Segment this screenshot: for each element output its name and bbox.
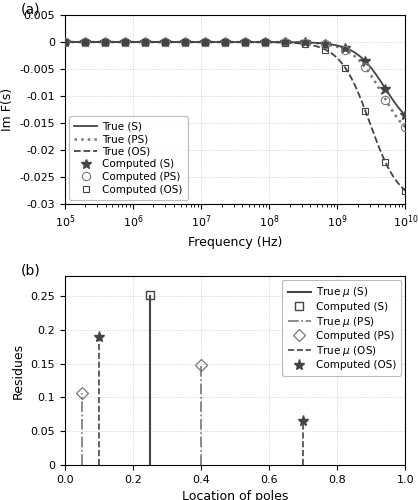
- Computed (OS): [363, 108, 368, 114]
- True (PS): [328, 42, 333, 48]
- Computed (OS): [303, 41, 308, 47]
- Computed (OS): [383, 159, 388, 165]
- Computed (S): [343, 45, 348, 51]
- True (S): [328, 42, 333, 48]
- Computed (PS): [403, 124, 408, 130]
- True (S): [334, 42, 339, 48]
- Computed (PS): [163, 39, 168, 45]
- Computed (PS): [363, 64, 368, 70]
- Computed (PS): [283, 39, 288, 45]
- Legend: True (S), True (PS), True (OS), Computed (S), Computed (PS), Computed (OS): True (S), True (PS), True (OS), Computed…: [69, 116, 188, 200]
- Computed (S): [143, 39, 148, 45]
- True (PS): [212, 39, 217, 45]
- Computed (S): [403, 112, 408, 118]
- Computed (OS): [323, 46, 328, 52]
- True (S): [97, 39, 102, 45]
- Computed (PS): [82, 39, 87, 45]
- True (PS): [296, 40, 301, 46]
- True $\mu$ (OS): [96, 462, 101, 468]
- Computed (S): [283, 39, 288, 45]
- Computed (OS): [82, 39, 87, 45]
- Computed (PS): [203, 39, 208, 45]
- Computed (OS): [183, 39, 188, 45]
- Computed (S): [242, 39, 247, 45]
- Computed (OS): [242, 39, 247, 45]
- X-axis label: Location of poles: Location of poles: [182, 490, 288, 500]
- Computed (S): [323, 40, 328, 46]
- Computed (PS): [303, 40, 308, 46]
- Computed (OS): [122, 39, 127, 45]
- Computed (PS): [263, 39, 268, 45]
- True $\mu$ (PS): [79, 390, 84, 396]
- Computed (OS): [203, 39, 208, 45]
- True (S): [62, 39, 67, 45]
- True (S): [296, 40, 301, 46]
- Computed (OS): [403, 188, 408, 194]
- True (OS): [62, 39, 67, 45]
- Computed (S): [163, 39, 168, 45]
- True (PS): [200, 39, 205, 45]
- True (OS): [200, 39, 205, 45]
- X-axis label: Frequency (Hz): Frequency (Hz): [188, 236, 282, 249]
- Computed (PS): [223, 39, 228, 45]
- True (PS): [403, 124, 408, 130]
- Computed (S): [203, 39, 208, 45]
- Computed (OS): [343, 65, 348, 71]
- Computed (PS): [122, 39, 127, 45]
- Computed (OS): [102, 39, 107, 45]
- Line: True (PS): True (PS): [65, 42, 405, 127]
- True $\mu$ (OS): [96, 334, 101, 340]
- Text: (a): (a): [20, 2, 40, 16]
- True (OS): [97, 39, 102, 45]
- True (OS): [212, 39, 217, 45]
- True (S): [200, 39, 205, 45]
- Line: True (S): True (S): [65, 42, 405, 116]
- Computed (S): [383, 86, 388, 91]
- Computed (S): [122, 39, 127, 45]
- Computed (PS): [343, 47, 348, 53]
- Computed (S): [303, 40, 308, 46]
- Computed (OS): [143, 39, 148, 45]
- True (S): [403, 112, 408, 118]
- Computed (S): [183, 39, 188, 45]
- Line: Computed (PS): Computed (PS): [61, 38, 410, 132]
- Legend: True $\mu$ (S), Computed (S), True $\mu$ (PS), Computed (PS), True $\mu$ (OS), C: True $\mu$ (S), Computed (S), True $\mu$…: [283, 280, 401, 376]
- Y-axis label: Im F(s): Im F(s): [1, 88, 14, 131]
- True (PS): [97, 39, 102, 45]
- Computed (OS): [283, 40, 288, 46]
- Computed (PS): [102, 39, 107, 45]
- Computed (OS): [62, 39, 67, 45]
- Computed (PS): [242, 39, 247, 45]
- Text: (b): (b): [20, 263, 40, 277]
- Computed (S): [263, 39, 268, 45]
- Computed (PS): [143, 39, 148, 45]
- True (S): [212, 39, 217, 45]
- Computed (S): [82, 39, 87, 45]
- Computed (S): [102, 39, 107, 45]
- Computed (PS): [62, 39, 67, 45]
- Line: True (OS): True (OS): [65, 42, 405, 190]
- Computed (OS): [263, 39, 268, 45]
- True (OS): [334, 54, 339, 60]
- Y-axis label: Residues: Residues: [12, 342, 25, 398]
- True (PS): [62, 39, 67, 45]
- Computed (S): [363, 58, 368, 64]
- True (OS): [403, 188, 408, 194]
- Computed (OS): [163, 39, 168, 45]
- True $\mu$ (PS): [79, 462, 84, 468]
- Computed (PS): [183, 39, 188, 45]
- Computed (S): [62, 39, 67, 45]
- Computed (PS): [383, 96, 388, 102]
- True (PS): [334, 44, 339, 50]
- Computed (PS): [323, 41, 328, 47]
- True (OS): [296, 40, 301, 46]
- Line: Computed (S): Computed (S): [60, 37, 410, 120]
- True (OS): [328, 50, 333, 56]
- Line: Computed (OS): Computed (OS): [61, 38, 409, 194]
- Computed (S): [223, 39, 228, 45]
- Computed (OS): [223, 39, 228, 45]
